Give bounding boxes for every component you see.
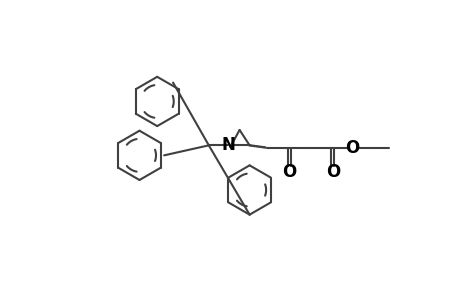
Text: O: O bbox=[325, 163, 339, 181]
Text: O: O bbox=[344, 139, 358, 157]
Text: N: N bbox=[221, 136, 235, 154]
Text: O: O bbox=[282, 163, 296, 181]
